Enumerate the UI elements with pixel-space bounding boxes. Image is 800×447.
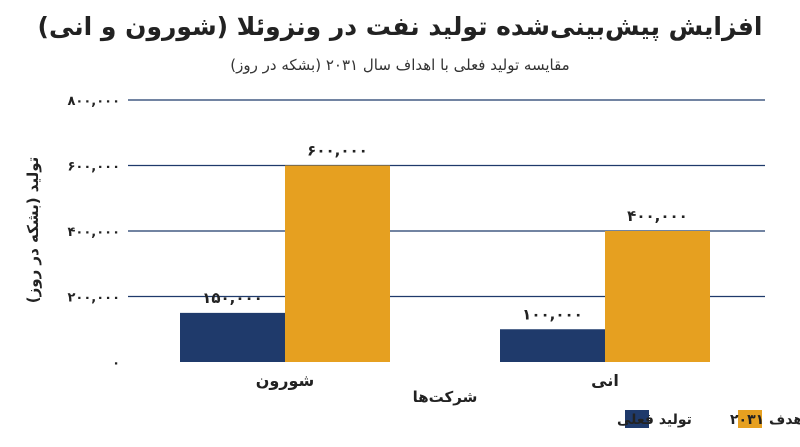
data-label: ۴۰۰,۰۰۰ [627,207,688,225]
legend-label: هدف ۲۰۳۱ [730,412,800,428]
bar [180,312,285,362]
chart-title: افزایش پیش‌بینی‌شده تولید نفت در ونزوئلا… [37,12,763,41]
y-tick-label: ۰ [112,356,120,371]
bar [285,165,390,362]
x-axis-label: شرکت‌ها [413,388,478,406]
y-tick-label: ۶۰۰,۰۰۰ [67,160,120,175]
y-axis-ticks: ۰ ۲۰۰,۰۰۰ ۴۰۰,۰۰۰ ۶۰۰,۰۰۰ ۸۰۰,۰۰۰ [67,94,120,371]
x-tick-label: انی [591,371,619,390]
bars [180,165,710,362]
chart-subtitle: مقایسه تولید فعلی با اهداف سال ۲۰۳۱ (بشک… [230,56,570,74]
y-tick-label: ۲۰۰,۰۰۰ [67,291,120,306]
data-label: ۱۵۰,۰۰۰ [202,289,263,307]
data-label: ۱۰۰,۰۰۰ [522,305,583,323]
y-tick-label: ۸۰۰,۰۰۰ [67,94,120,109]
legend: هدف ۲۰۳۱ تولید فعلی [617,410,800,428]
data-labels: ۱۵۰,۰۰۰ ۶۰۰,۰۰۰ ۱۰۰,۰۰۰ ۴۰۰,۰۰۰ [202,142,688,324]
bar [605,231,710,362]
legend-swatch [625,410,649,428]
data-label: ۶۰۰,۰۰۰ [307,142,368,160]
bar [500,329,605,362]
y-axis-label: تولید (بشکه در روز) [24,157,42,303]
y-tick-label: ۴۰۰,۰۰۰ [67,225,120,240]
legend-label: تولید فعلی [617,412,692,428]
x-tick-label: شورون [256,371,315,390]
legend-swatch [738,410,762,428]
x-axis-ticks: شورون انی [256,371,619,390]
